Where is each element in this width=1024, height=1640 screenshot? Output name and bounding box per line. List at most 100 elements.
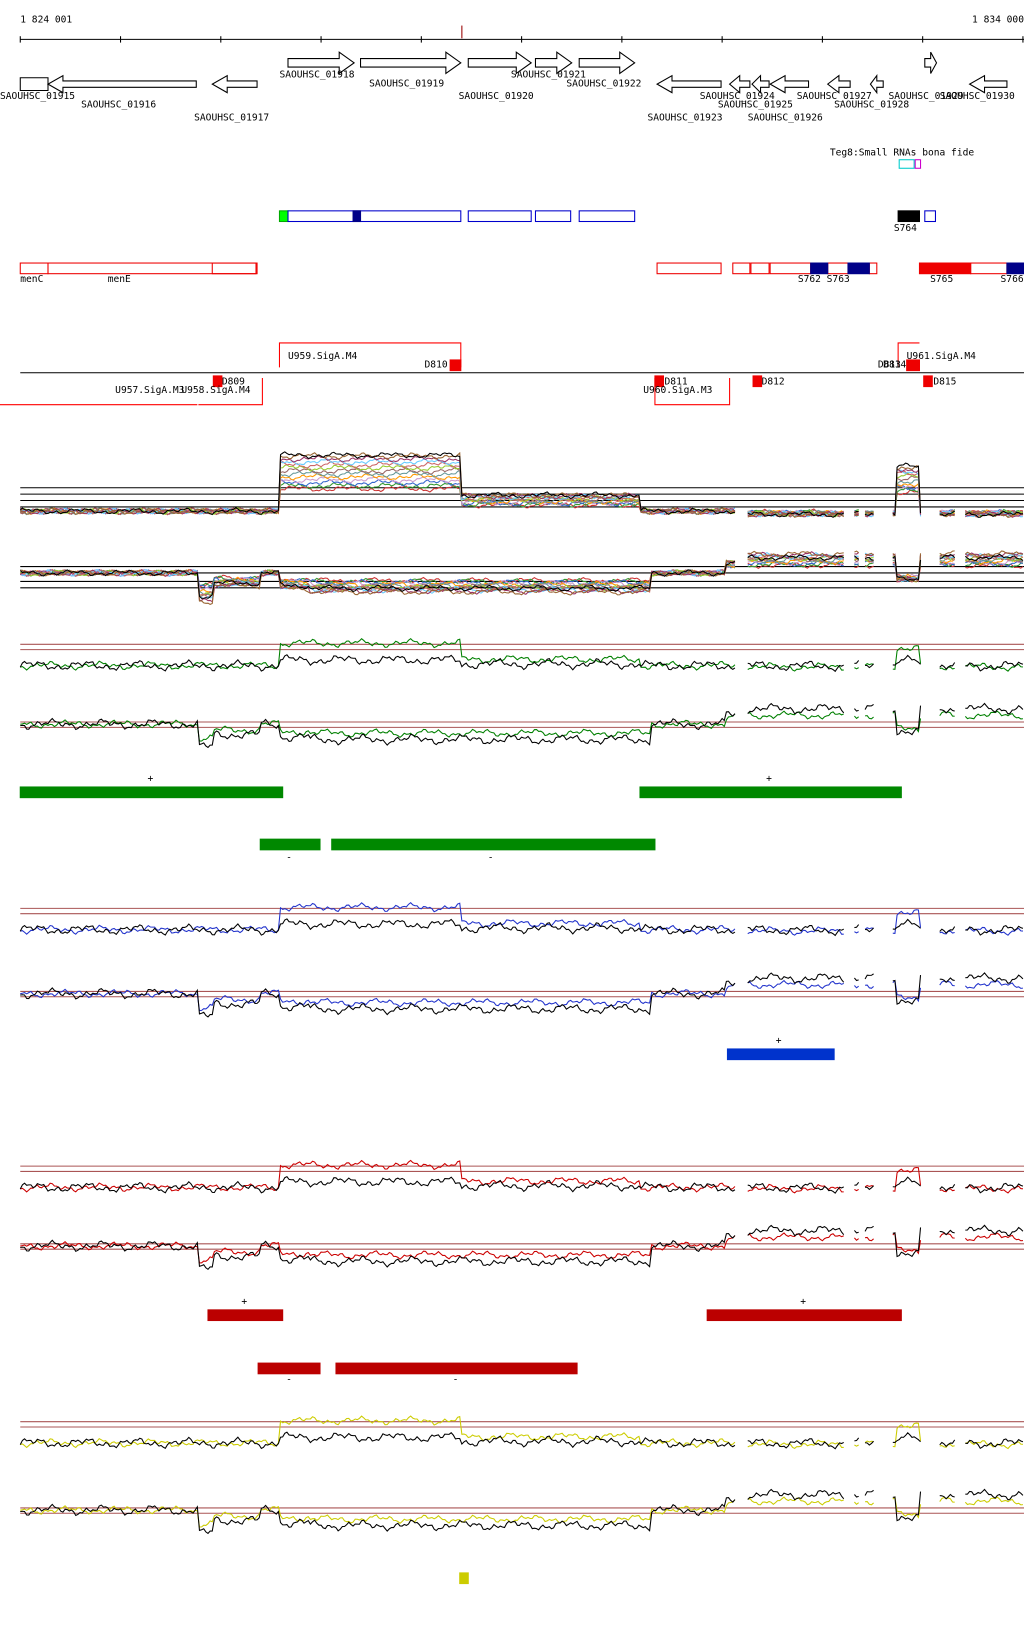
gene-arrow — [534, 51, 573, 75]
feature-box — [810, 262, 829, 275]
strand-bar — [331, 838, 656, 851]
box — [467, 210, 532, 223]
strand-bar — [207, 1309, 284, 1322]
feature-box — [211, 262, 258, 275]
strand-label: - — [453, 1374, 459, 1385]
promoter-box — [654, 375, 664, 388]
promoter-bracket — [278, 342, 462, 368]
gene-arrow — [728, 74, 751, 94]
gene-arrow — [211, 74, 258, 94]
gene-label: SAOUHSC_01917 — [194, 112, 269, 123]
signal-trace — [19, 1431, 1024, 1450]
promoter-label: U959.SigA.M4 — [288, 351, 357, 362]
feature-box — [19, 262, 49, 275]
gene-label: SAOUHSC_01915 — [0, 91, 75, 102]
gene-arrow — [360, 51, 462, 75]
box — [287, 210, 462, 223]
strand-bar — [726, 1048, 835, 1061]
feature-box — [827, 262, 849, 275]
gene-arrow — [924, 51, 938, 74]
strand-label: - — [488, 852, 494, 863]
signal-trace — [20, 972, 1024, 1018]
box — [924, 210, 936, 223]
strand-label: - — [286, 852, 292, 863]
gene-label: SAOUHSC_01924 — [700, 91, 775, 102]
signal-trace — [19, 553, 1024, 599]
signal-trace — [20, 550, 1023, 605]
gene-label: SAOUHSC_01928 — [834, 100, 909, 111]
promoter-label: D809 — [222, 376, 245, 387]
promoter-label: D812 — [762, 376, 785, 387]
promoter-bracket — [654, 378, 731, 406]
box — [897, 210, 920, 223]
signal-trace — [20, 702, 1024, 749]
strand-bar — [335, 1362, 578, 1375]
strand-label: + — [148, 774, 154, 785]
gene-label: SAOUHSC_01929 — [889, 91, 964, 102]
promoter-label: D813 — [878, 359, 901, 370]
marker — [459, 1572, 469, 1585]
signal-trace — [19, 1175, 1024, 1194]
signal-trace — [20, 451, 1024, 519]
promoter-label: D810 — [425, 359, 448, 370]
box — [914, 159, 922, 169]
feature-label: S763 — [827, 274, 850, 285]
gene-label: SAOUHSC_01922 — [566, 78, 641, 89]
feature-box — [1006, 262, 1024, 275]
gene-arrow — [467, 51, 533, 75]
promoter-label: U961.SigA.M4 — [907, 351, 976, 362]
strand-label: + — [241, 1297, 247, 1308]
gene-label: SAOUHSC_01926 — [748, 112, 823, 123]
gene-label: SAOUHSC_01918 — [279, 70, 354, 81]
gene-label: SAOUHSC_01919 — [369, 78, 444, 89]
signal-trace — [20, 1224, 1024, 1271]
feature-box — [750, 262, 770, 275]
feature-label: menC — [20, 274, 43, 285]
box — [278, 210, 289, 223]
promoter-label: D814 — [883, 359, 906, 370]
track-title: Teg8:Small RNAs bona fide — [830, 147, 975, 158]
gene-label: SAOUHSC_01923 — [647, 112, 722, 123]
signal-trace — [19, 918, 1024, 937]
gene-label: SAOUHSC_01930 — [940, 91, 1015, 102]
gene-label: SAOUHSC_01916 — [81, 100, 156, 111]
strand-bar — [257, 1362, 321, 1375]
signal-trace — [19, 451, 1023, 518]
signal-trace — [20, 1488, 1024, 1535]
gene-arrow — [769, 74, 810, 94]
gene-arrow — [655, 74, 722, 94]
signal-trace — [20, 1415, 1023, 1450]
strand-label: + — [776, 1036, 782, 1047]
strand-bar — [259, 838, 321, 851]
feature-box — [656, 262, 722, 275]
box — [898, 159, 915, 169]
promoter-label: D815 — [933, 376, 956, 387]
strand-label: - — [286, 1374, 292, 1385]
gene-label: SAOUHSC_01927 — [797, 91, 872, 102]
strand-bar — [19, 786, 284, 799]
feature-box — [918, 262, 972, 275]
feature-box — [732, 262, 751, 275]
gene-arrow — [826, 74, 851, 94]
promoter-bracket — [198, 378, 263, 406]
gene-arrow — [968, 74, 1008, 94]
promoter-box — [906, 359, 920, 372]
gene-label: SAOUHSC_01921 — [511, 70, 586, 81]
signal-trace — [20, 1159, 1023, 1194]
strand-bar — [639, 786, 902, 799]
promoter-box — [449, 359, 462, 372]
signal-trace — [19, 461, 1024, 518]
box — [352, 210, 362, 223]
promoter-box — [923, 375, 933, 388]
gene-arrow — [578, 51, 636, 75]
strand-label: + — [800, 1297, 806, 1308]
feature-box — [47, 262, 257, 275]
gene-arrow — [869, 74, 884, 95]
gene-label: SAOUHSC_01920 — [459, 91, 534, 102]
srna-label: S764 — [894, 223, 917, 234]
feature-box — [847, 262, 870, 275]
promoter-box — [752, 375, 763, 388]
strand-bar — [706, 1309, 902, 1322]
gene-arrow — [287, 51, 356, 75]
